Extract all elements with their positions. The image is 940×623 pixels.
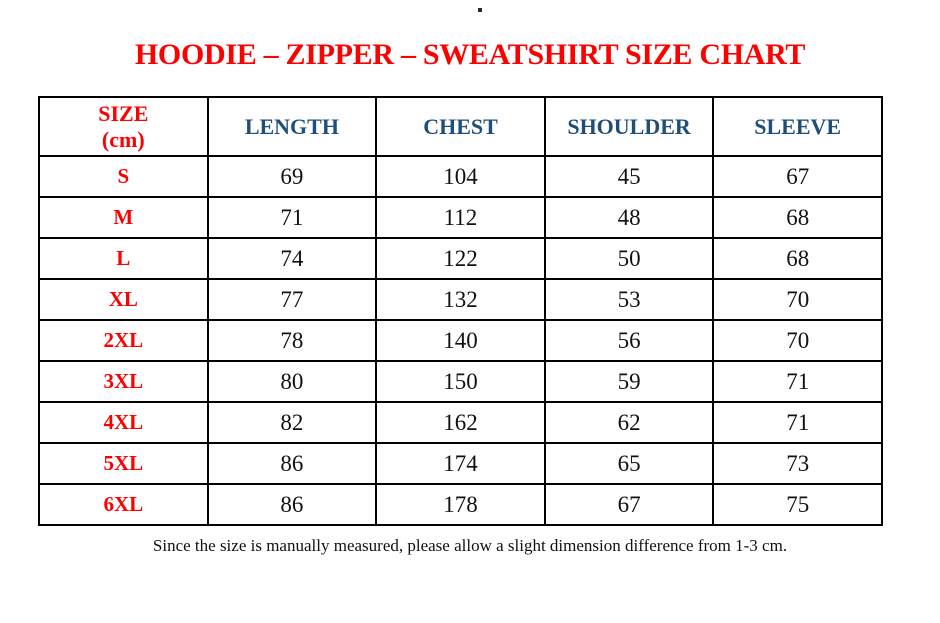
- shoulder-cell: 65: [543, 442, 715, 485]
- length-cell: 69: [206, 155, 378, 198]
- chest-cell: 112: [375, 196, 546, 239]
- shoulder-cell: 50: [543, 237, 715, 280]
- length-cell: 82: [206, 401, 378, 444]
- shoulder-cell: 56: [543, 319, 715, 362]
- table-header: SIZE (cm) LENGTH CHEST SHOULDER SLEEVE: [38, 96, 883, 157]
- table-row: 4XL 82 162 62 71: [38, 401, 883, 444]
- stray-dot: [478, 8, 482, 12]
- shoulder-cell: 62: [543, 401, 715, 444]
- chest-cell: 178: [375, 483, 546, 526]
- col-header-shoulder: SHOULDER: [543, 96, 715, 157]
- table-row: 6XL 86 178 67 75: [38, 483, 883, 526]
- table-row: 2XL 78 140 56 70: [38, 319, 883, 362]
- col-header-length: LENGTH: [206, 96, 378, 157]
- shoulder-cell: 59: [543, 360, 715, 403]
- length-cell: 86: [206, 442, 378, 485]
- length-cell: 86: [206, 483, 378, 526]
- col-header-size-line2: (cm): [101, 126, 145, 152]
- sleeve-cell: 75: [712, 483, 883, 526]
- chest-cell: 150: [375, 360, 546, 403]
- size-cell: S: [38, 155, 209, 198]
- sleeve-cell: 70: [712, 319, 883, 362]
- chest-cell: 140: [375, 319, 546, 362]
- shoulder-cell: 45: [543, 155, 715, 198]
- chest-cell: 162: [375, 401, 546, 444]
- size-cell: 6XL: [38, 483, 209, 526]
- size-chart-table: SIZE (cm) LENGTH CHEST SHOULDER SLEEVE S…: [38, 96, 883, 526]
- shoulder-cell: 48: [543, 196, 715, 239]
- table-row: XL 77 132 53 70: [38, 278, 883, 321]
- size-cell: 4XL: [38, 401, 209, 444]
- sleeve-cell: 67: [712, 155, 883, 198]
- table-row: 3XL 80 150 59 71: [38, 360, 883, 403]
- size-cell: M: [38, 196, 209, 239]
- table-row: 5XL 86 174 65 73: [38, 442, 883, 485]
- chest-cell: 174: [375, 442, 546, 485]
- table-body: S 69 104 45 67 M 71 112 48 68 L 74 122 5…: [38, 155, 883, 526]
- sleeve-cell: 70: [712, 278, 883, 321]
- size-cell: L: [38, 237, 209, 280]
- col-header-sleeve: SLEEVE: [712, 96, 883, 157]
- length-cell: 78: [206, 319, 378, 362]
- col-header-chest: CHEST: [375, 96, 546, 157]
- page-title: HOODIE – ZIPPER – SWEATSHIRT SIZE CHART: [134, 38, 806, 71]
- chest-cell: 132: [375, 278, 546, 321]
- length-cell: 74: [206, 237, 378, 280]
- size-cell: 5XL: [38, 442, 209, 485]
- table-row: S 69 104 45 67: [38, 155, 883, 198]
- sleeve-cell: 71: [712, 401, 883, 444]
- col-header-size-line1: SIZE: [98, 101, 149, 127]
- shoulder-cell: 67: [543, 483, 715, 526]
- sleeve-cell: 73: [712, 442, 883, 485]
- sleeve-cell: 68: [712, 237, 883, 280]
- length-cell: 80: [206, 360, 378, 403]
- header-row: SIZE (cm) LENGTH CHEST SHOULDER SLEEVE: [38, 96, 883, 157]
- length-cell: 71: [206, 196, 378, 239]
- chest-cell: 104: [375, 155, 546, 198]
- table-row: M 71 112 48 68: [38, 196, 883, 239]
- shoulder-cell: 53: [543, 278, 715, 321]
- size-cell: XL: [38, 278, 209, 321]
- length-cell: 77: [206, 278, 378, 321]
- size-cell: 3XL: [38, 360, 209, 403]
- sleeve-cell: 71: [712, 360, 883, 403]
- chest-cell: 122: [375, 237, 546, 280]
- col-header-size: SIZE (cm): [38, 96, 209, 157]
- table-row: L 74 122 50 68: [38, 237, 883, 280]
- sleeve-cell: 68: [712, 196, 883, 239]
- size-cell: 2XL: [38, 319, 209, 362]
- measurement-disclaimer: Since the size is manually measured, ple…: [152, 536, 788, 555]
